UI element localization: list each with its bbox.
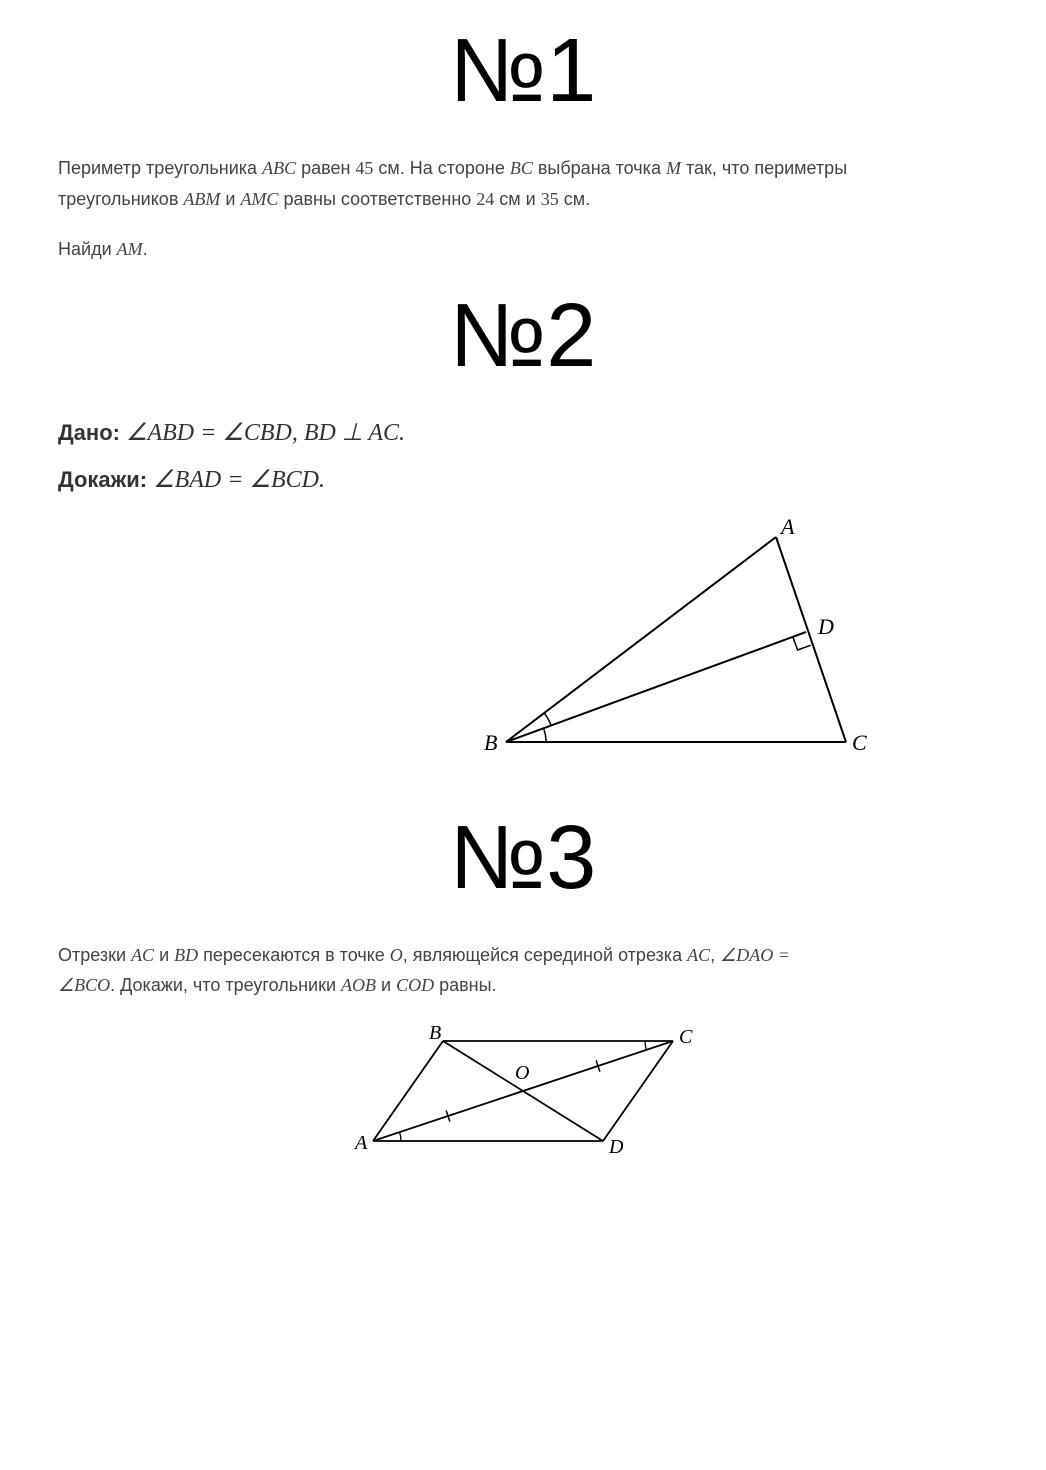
- p2-figure-wrap: A B C D: [40, 512, 1006, 777]
- p1-find: Найди AM.: [58, 234, 996, 265]
- p2-prove-expr: ∠BAD = ∠BCD.: [147, 467, 325, 493]
- p1-AMC: AMC: [240, 189, 278, 209]
- p2-prove: Докажи: ∠BAD = ∠BCD.: [58, 465, 996, 494]
- p1-t5: так, что периметры: [681, 158, 847, 178]
- p2-prove-label: Докажи:: [58, 467, 147, 492]
- p3-ang1: ∠DAO =: [720, 945, 790, 965]
- svg-text:A: A: [779, 514, 795, 539]
- p1-t7: и: [220, 189, 240, 209]
- svg-text:B: B: [429, 1022, 441, 1044]
- p3-ang2: ∠BCO: [58, 975, 110, 995]
- p3-t1: Отрезки: [58, 945, 131, 965]
- p3-O: O: [390, 945, 403, 965]
- p2-given: Дано: ∠ABD = ∠CBD, BD ⊥ AC.: [58, 418, 996, 447]
- svg-text:C: C: [679, 1026, 693, 1048]
- p1-text: Периметр треугольника ABC равен 45 см. Н…: [58, 153, 996, 214]
- p1-t6: треугольников: [58, 189, 183, 209]
- page-root: №1 Периметр треугольника ABC равен 45 см…: [0, 20, 1046, 1470]
- svg-text:B: B: [484, 730, 497, 755]
- p3-text: Отрезки AC и BD пересекаются в точке O, …: [58, 940, 996, 1001]
- heading-p2: №2: [40, 285, 1006, 388]
- p1-AM: AM: [117, 239, 143, 259]
- p1-BC: BC: [510, 158, 533, 178]
- p3-AOB: AOB: [341, 975, 376, 995]
- svg-text:O: O: [515, 1062, 529, 1084]
- p3-figure-wrap: A B C D O: [40, 1021, 1006, 1166]
- p1-M: M: [666, 158, 681, 178]
- p1-24: 24: [476, 189, 494, 209]
- p3-t3: пересекаются в точке: [198, 945, 390, 965]
- p1-ABC: ABC: [262, 158, 296, 178]
- p1-t3: см. На стороне: [373, 158, 509, 178]
- p1-t12: .: [143, 239, 148, 259]
- p1-ABM: ABM: [183, 189, 220, 209]
- p3-t4: , являющейся серединой отрезка: [403, 945, 687, 965]
- p3-COD: COD: [396, 975, 434, 995]
- p3-figure: A B C D O: [333, 1021, 713, 1161]
- p2-given-expr: ∠ABD = ∠CBD, BD ⊥ AC.: [120, 420, 405, 446]
- p3-t2: и: [154, 945, 174, 965]
- p2-given-label: Дано:: [58, 420, 120, 445]
- p1-45: 45: [355, 158, 373, 178]
- p3-t4b: ,: [710, 945, 720, 965]
- p1-t2: равен: [296, 158, 355, 178]
- p1-t1: Периметр треугольника: [58, 158, 262, 178]
- p2-figure: A B C D: [466, 512, 886, 772]
- p3-t8: равны.: [434, 975, 496, 995]
- p3-BD: BD: [174, 945, 198, 965]
- p3-t7: и: [376, 975, 396, 995]
- p3-t6: . Докажи, что треугольники: [110, 975, 341, 995]
- p3-AC2: AC: [687, 945, 710, 965]
- svg-text:D: D: [608, 1136, 624, 1158]
- heading-p1: №1: [40, 20, 1006, 123]
- svg-text:D: D: [817, 614, 834, 639]
- p1-t4: выбрана точка: [533, 158, 666, 178]
- p3-AC: AC: [131, 945, 154, 965]
- p1-t8: равны соответственно: [278, 189, 476, 209]
- svg-text:C: C: [852, 730, 867, 755]
- p1-t9: см и: [494, 189, 540, 209]
- p1-t11: Найди: [58, 239, 117, 259]
- svg-text:A: A: [353, 1132, 368, 1154]
- p1-35: 35: [541, 189, 559, 209]
- heading-p3: №3: [40, 807, 1006, 910]
- p1-t10: см.: [559, 189, 590, 209]
